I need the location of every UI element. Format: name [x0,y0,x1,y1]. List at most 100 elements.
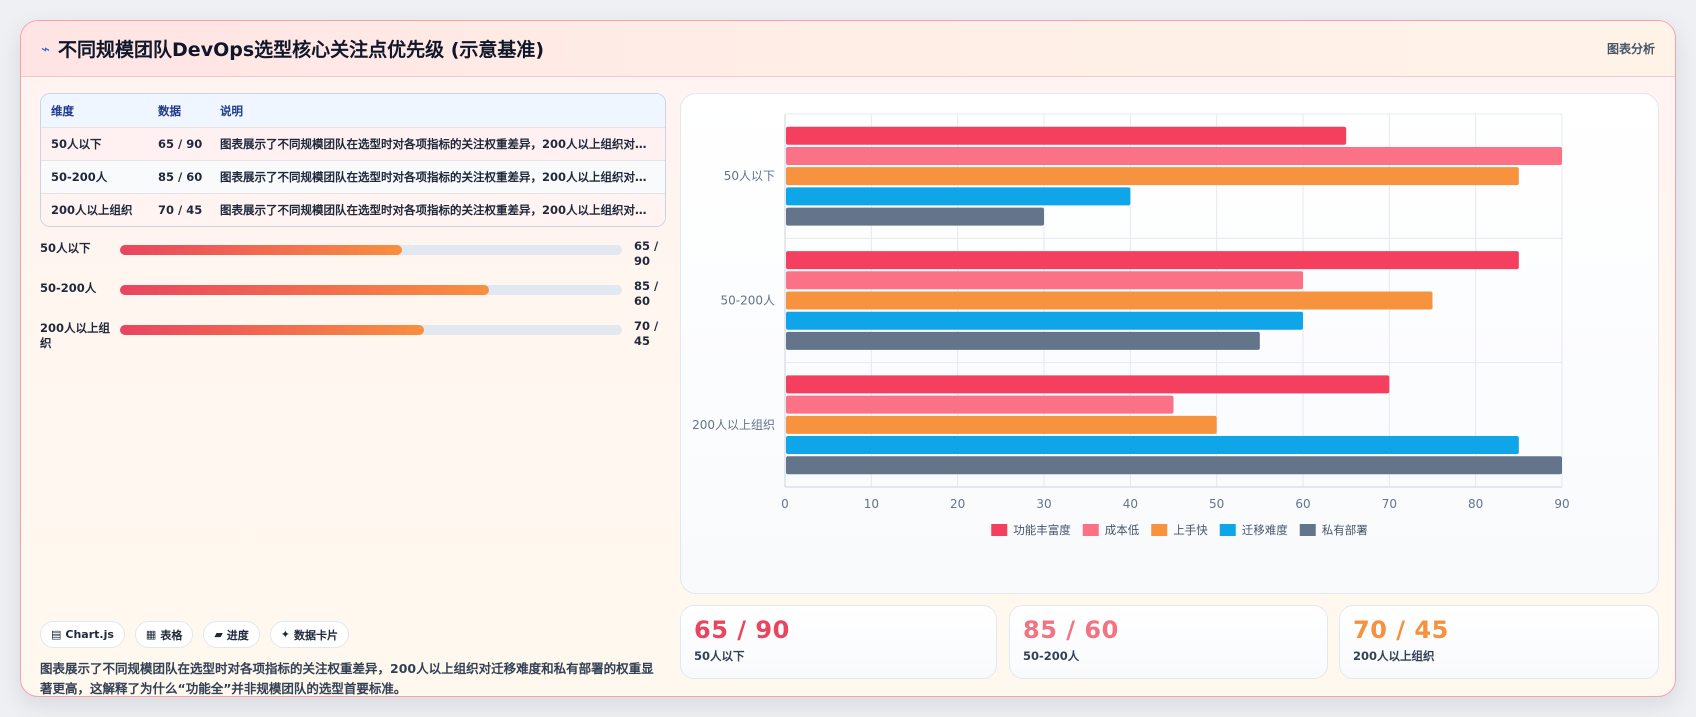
table-cell-description: 图表展示了不同规模团队在选型时对各项指标的关注权重差异，200人以上组织对迁移难… [220,203,665,217]
x-tick-label: 50 [1209,497,1224,511]
table-cell-description: 图表展示了不同规模团队在选型时对各项指标的关注权重差异，200人以上组织对迁移难… [220,137,665,151]
bar [786,291,1433,310]
stat-value: 70 / 45 [1353,616,1449,644]
data-table: 维度 数据 说明 50人以下 65 / 90 图表展示了不同规模团队在选型时对各… [40,93,666,227]
card-header: ⌁ 不同规模团队DevOps选型核心关注点优先级 (示意基准) 图表分析 [21,21,1675,77]
chart-card-panel: ⌁ 不同规模团队DevOps选型核心关注点优先级 (示意基准) 图表分析 维度 … [20,20,1676,697]
table-row: 50人以下 65 / 90 图表展示了不同规模团队在选型时对各项指标的关注权重差… [41,127,665,160]
table-header-data: 数据 [158,103,181,118]
table-header-description: 说明 [220,103,243,118]
stat-card: 65 / 90 50人以下 [680,605,997,679]
progress-fill [120,325,424,335]
table-row: 50-200人 85 / 60 图表展示了不同规模团队在选型时对各项指标的关注权… [41,160,665,193]
stat-label: 50人以下 [694,649,745,663]
x-tick-label: 20 [950,497,965,511]
chart-icon: ▤ [51,628,62,641]
table-row: 200人以上组织 70 / 45 图表展示了不同规模团队在选型时对各项指标的关注… [41,193,665,226]
table-cell-description: 图表展示了不同规模团队在选型时对各项指标的关注权重差异，200人以上组织对迁移难… [220,170,665,184]
progress-icon: ▰ [214,628,223,641]
progress-label: 50人以下 [40,241,91,255]
stat-label: 50-200人 [1023,649,1080,663]
title-wrap: ⌁ 不同规模团队DevOps选型核心关注点优先级 (示意基准) [41,35,544,62]
table-cell-data: 65 / 90 [158,137,203,151]
table-header-dimension: 维度 [51,103,74,118]
table-cell-data: 70 / 45 [158,203,203,217]
chip-chartjs[interactable]: ▤ Chart.js [40,621,125,648]
progress-label: 200人以上组织 [40,321,111,350]
bar [786,207,1044,226]
bar [786,436,1519,455]
page-title: 不同规模团队DevOps选型核心关注点优先级 (示意基准) [58,39,545,61]
chip-label: 进度 [226,628,249,642]
table-cell-data: 85 / 60 [158,170,203,184]
progress-fill [120,245,403,255]
legend-swatch [1082,524,1099,536]
progress-row: 50-200人 85 / 60 [40,279,666,319]
chart-analysis-link[interactable]: 图表分析 [1606,42,1655,56]
x-tick-label: 70 [1382,497,1397,511]
sparkle-icon: ✦ [280,628,291,641]
bar-chart-card: 0 10 20 30 40 50 60 70 80 90 50人以下 50-200人 200人以上组织功… [680,93,1659,594]
progress-track [120,325,622,335]
stat-card: 85 / 60 50-200人 [1009,605,1328,679]
chip-table[interactable]: ▦ 表格 [134,621,194,648]
bar [786,146,1562,165]
progress-list: 50人以下 65 / 90 50-200人 85 / 60 200人以上组织 7… [40,239,666,359]
y-tick-label: 50-200人 [720,294,775,308]
table-cell-dimension: 50人以下 [51,137,102,151]
chip-data-card[interactable]: ✦ 数据卡片 [269,621,350,648]
left-panel: 维度 数据 说明 50人以下 65 / 90 图表展示了不同规模团队在选型时对各… [40,93,666,696]
chip-progress[interactable]: ▰ 进度 [203,621,260,648]
chip-label: 数据卡片 [294,628,339,642]
bar [786,456,1562,475]
x-tick-label: 10 [864,497,879,511]
chart-description: 图表展示了不同规模团队在选型时对各项指标的关注权重差异，200人以上组织对迁移难… [40,661,654,696]
legend-swatch [1299,524,1316,536]
y-tick-label: 200人以上组织 [692,418,775,432]
x-tick-label: 30 [1036,497,1051,511]
bar [786,167,1519,186]
legend-swatch [1219,524,1236,536]
bar [786,126,1347,145]
x-tick-label: 40 [1123,497,1138,511]
x-tick-label: 90 [1554,497,1569,511]
chip-group: ▤ Chart.js ▦ 表格 ▰ 进度 ✦ 数据卡片 [40,621,350,648]
legend-label: 迁移难度 [1242,523,1288,537]
legend-swatch [1151,524,1168,536]
table-cell-dimension: 50-200人 [51,170,108,184]
legend-label: 成本低 [1105,523,1140,537]
legend-swatch [991,524,1008,536]
progress-row: 50人以下 65 / 90 [40,239,666,279]
legend-label: 上手快 [1173,523,1208,537]
progress-value: 85 / 60 [634,279,659,308]
legend-label: 私有部署 [1322,523,1368,537]
stat-label: 200人以上组织 [1353,649,1435,663]
progress-row: 200人以上组织 70 / 45 [40,319,666,359]
bar [786,415,1217,434]
y-tick-label: 50人以下 [724,169,775,183]
progress-value: 65 / 90 [634,239,659,268]
stat-card: 70 / 45 200人以上组织 [1339,605,1659,679]
progress-track [120,285,622,295]
progress-track [120,245,622,255]
legend-label: 功能丰富度 [1013,523,1071,537]
stat-value: 85 / 60 [1023,616,1119,644]
bar [786,187,1131,206]
table-cell-dimension: 200人以上组织 [51,203,133,217]
bar [786,375,1390,394]
table-icon: ▦ [145,628,157,641]
bar [786,395,1174,414]
chip-label: Chart.js [65,628,114,641]
x-tick-label: 60 [1295,497,1310,511]
x-tick-label: 0 [781,497,789,511]
table-header-row: 维度 数据 说明 [41,94,665,127]
wave-icon: ⌁ [41,39,51,58]
bar [786,331,1260,350]
x-tick-label: 80 [1468,497,1483,511]
bar [786,251,1519,270]
chip-label: 表格 [160,628,183,642]
progress-label: 50-200人 [40,281,97,295]
stat-value: 65 / 90 [694,616,790,644]
progress-value: 70 / 45 [634,319,659,348]
progress-fill [120,285,490,295]
